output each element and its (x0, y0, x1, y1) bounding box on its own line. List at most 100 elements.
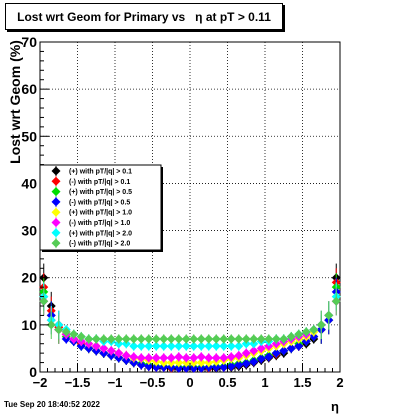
legend-label: (-) with pT/|q| > 2.0 (69, 241, 130, 248)
x-tick-label: 0.5 (218, 375, 236, 390)
data-point (271, 348, 281, 358)
chart-marks (39, 263, 341, 373)
legend-label: (-) with pT/|q| > 0.5 (69, 199, 130, 206)
y-tick-label: 30 (21, 223, 37, 239)
data-point (219, 362, 229, 372)
y-tick-label: 50 (21, 128, 37, 144)
data-point (241, 334, 251, 344)
y-tick-label: 0 (29, 364, 37, 380)
data-point (151, 362, 161, 372)
data-point (204, 341, 214, 351)
legend-swatch (51, 207, 61, 217)
data-point (211, 353, 221, 363)
data-point (226, 361, 236, 371)
data-point (196, 358, 206, 368)
data-point (181, 353, 191, 363)
legend: (+) with pT/|q| > 0.1 (-) with pT/|q| > 0… (39, 164, 163, 252)
timestamp: Tue Sep 20 18:40:52 2022 (4, 400, 100, 409)
x-tick-label: −1 (108, 375, 123, 390)
data-point (99, 343, 109, 353)
data-point (226, 341, 236, 351)
data-point (144, 361, 154, 371)
data-point (196, 363, 206, 373)
y-tick-label: 70 (21, 34, 37, 50)
data-point (301, 327, 311, 337)
data-point (264, 352, 274, 362)
data-point (271, 334, 281, 344)
data-point (189, 341, 199, 351)
data-point (286, 343, 296, 353)
data-point (159, 341, 169, 351)
x-tick-label: −0.5 (140, 375, 166, 390)
data-point (39, 296, 49, 306)
data-point (249, 346, 259, 356)
data-point (91, 334, 101, 344)
data-point (316, 320, 326, 330)
data-point (151, 353, 161, 363)
legend-label: (+) with pT/|q| > 0.1 (69, 169, 132, 176)
legend-swatch (51, 228, 61, 238)
y-tick-label: 60 (21, 81, 37, 97)
data-point (211, 362, 221, 372)
data-point (129, 352, 139, 362)
data-point (121, 351, 131, 360)
data-point (256, 354, 266, 364)
legend-label: (+) with pT/|q| > 2.0 (69, 230, 132, 237)
data-point (294, 329, 304, 339)
chart-title: Lost wrt Geom for Primary vs η at pT > 0… (17, 9, 271, 24)
data-point (114, 334, 124, 344)
data-point (219, 353, 229, 363)
x-tick-label: 0 (186, 375, 193, 390)
data-point (264, 334, 274, 344)
data-point (204, 334, 214, 344)
data-point (256, 334, 266, 344)
y-tick-label: 20 (21, 270, 37, 286)
data-point (46, 320, 56, 330)
data-point (189, 353, 199, 363)
data-point (151, 334, 161, 344)
data-point (181, 334, 191, 344)
data-point (256, 343, 266, 353)
data-point (114, 348, 124, 358)
data-point (324, 310, 334, 320)
legend-swatch (51, 218, 61, 227)
data-point (211, 341, 221, 351)
series-7 (39, 287, 341, 344)
title-box: Lost wrt Geom for Primary vs η at pT > 0… (5, 3, 283, 30)
data-point (166, 341, 176, 351)
data-point (54, 325, 64, 335)
legend-shadow (161, 167, 163, 252)
data-point (159, 353, 169, 363)
data-point (196, 352, 206, 362)
data-point (309, 325, 319, 335)
data-point (181, 341, 191, 351)
data-point (234, 360, 244, 370)
data-point (219, 334, 229, 344)
x-tick-label: −1.5 (65, 375, 91, 390)
legend-swatch (51, 166, 61, 176)
x-tick-label: 1.5 (293, 375, 311, 390)
data-point (129, 341, 139, 351)
data-point (174, 352, 184, 362)
legend-label: (+) with pT/|q| > 0.5 (69, 189, 132, 196)
data-point (144, 341, 154, 351)
legend-shadow (42, 250, 163, 252)
data-point (99, 334, 109, 344)
data-point (121, 334, 131, 344)
data-point (174, 358, 184, 368)
data-point (219, 341, 229, 351)
data-point (241, 348, 251, 358)
legend-swatch (51, 238, 61, 248)
data-point (234, 351, 244, 360)
data-point (166, 334, 176, 344)
x-tick-label: 2 (336, 375, 343, 390)
data-point (196, 341, 206, 351)
legend-label: (-) with pT/|q| > 0.1 (69, 179, 130, 186)
legend-label: (+) with pT/|q| > 1.0 (69, 210, 132, 217)
legend-swatch (51, 197, 61, 207)
y-tick-label: 10 (21, 317, 37, 333)
data-point (174, 363, 184, 373)
x-tick-label: 1 (261, 375, 268, 390)
y-tick-label: 40 (21, 175, 37, 191)
data-point (249, 334, 259, 344)
